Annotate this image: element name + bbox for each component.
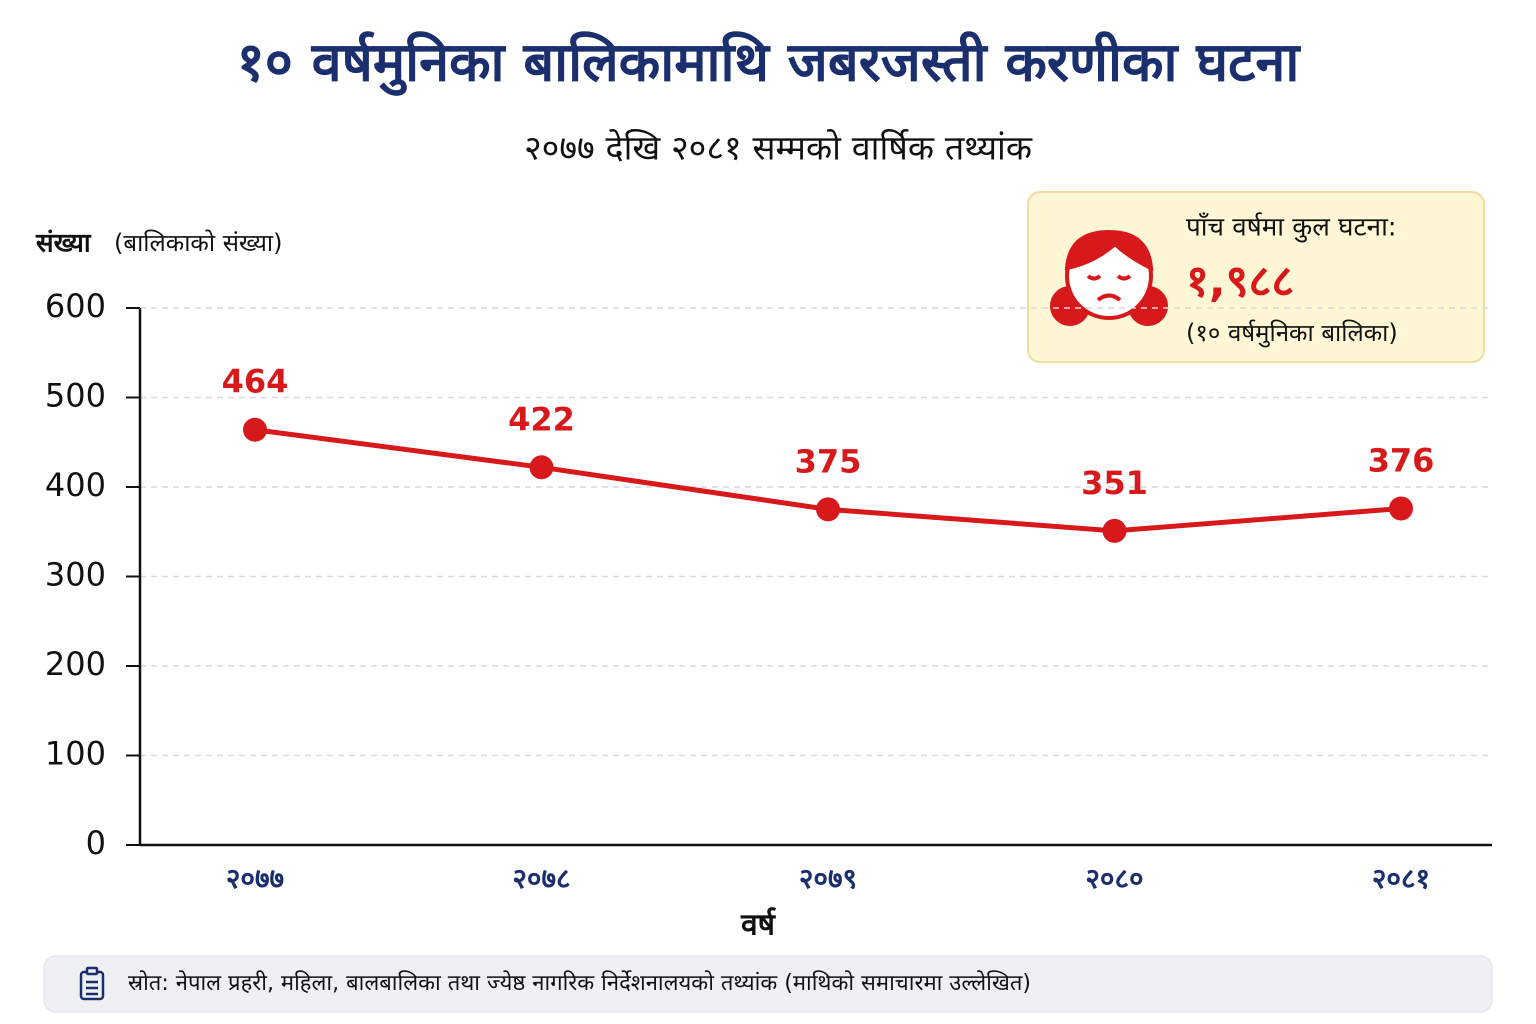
y-tick-label: 300 xyxy=(45,556,106,594)
y-axis-label: संख्या xyxy=(35,229,92,259)
y-tick-label: 200 xyxy=(45,645,106,683)
annotation-total: १,९८८ xyxy=(1186,256,1294,307)
y-tick-label: 400 xyxy=(45,466,106,504)
data-point xyxy=(1102,518,1127,543)
x-tick-label: २०७७ xyxy=(226,862,284,895)
y-tick-label: 600 xyxy=(45,287,106,325)
data-point xyxy=(243,417,267,442)
value-label: 464 xyxy=(222,363,289,401)
x-tick-label: २०८० xyxy=(1085,862,1143,895)
source-text: स्रोत: नेपाल प्रहरी, महिला, बालबालिका तथ… xyxy=(128,970,1031,996)
source-box: स्रोत: नेपाल प्रहरी, महिला, बालबालिका तथ… xyxy=(43,955,1493,1013)
value-label: 422 xyxy=(508,400,575,438)
x-tick-label: २०७८ xyxy=(512,862,570,895)
data-point xyxy=(529,455,554,480)
x-axis-label: वर्ष xyxy=(740,907,777,943)
y-tick-label: 100 xyxy=(45,735,106,773)
girl-icon xyxy=(1050,229,1168,326)
y-tick-label: 0 xyxy=(86,824,106,862)
chart-subtitle: २०७७ देखि २०८१ सम्मको वार्षिक तथ्यांक xyxy=(524,129,1033,169)
annotation-box: पाँच वर्षमा कुल घटना: १,९८८ (१० वर्षमुनि… xyxy=(1027,191,1485,363)
annotation-note: (१० वर्षमुनिका बालिका) xyxy=(1186,319,1398,348)
y-axis-label-note: (बालिकाको संख्या) xyxy=(114,229,282,257)
value-label: 351 xyxy=(1081,464,1148,502)
value-label: 375 xyxy=(795,442,862,480)
annotation-heading: पाँच वर्षमा कुल घटना: xyxy=(1186,212,1397,243)
data-point xyxy=(1389,496,1413,521)
source-background xyxy=(43,955,1493,1013)
data-point xyxy=(816,497,840,522)
chart-title: १० वर्षमुनिका बालिकामाथि जबरजस्ती करणीका… xyxy=(237,31,1302,97)
value-label: 376 xyxy=(1368,441,1435,479)
x-tick-label: २०७९ xyxy=(799,862,857,895)
y-tick-label: 500 xyxy=(45,377,106,415)
clipboard-icon xyxy=(79,966,105,1001)
x-tick-label: २०८१ xyxy=(1372,862,1430,895)
